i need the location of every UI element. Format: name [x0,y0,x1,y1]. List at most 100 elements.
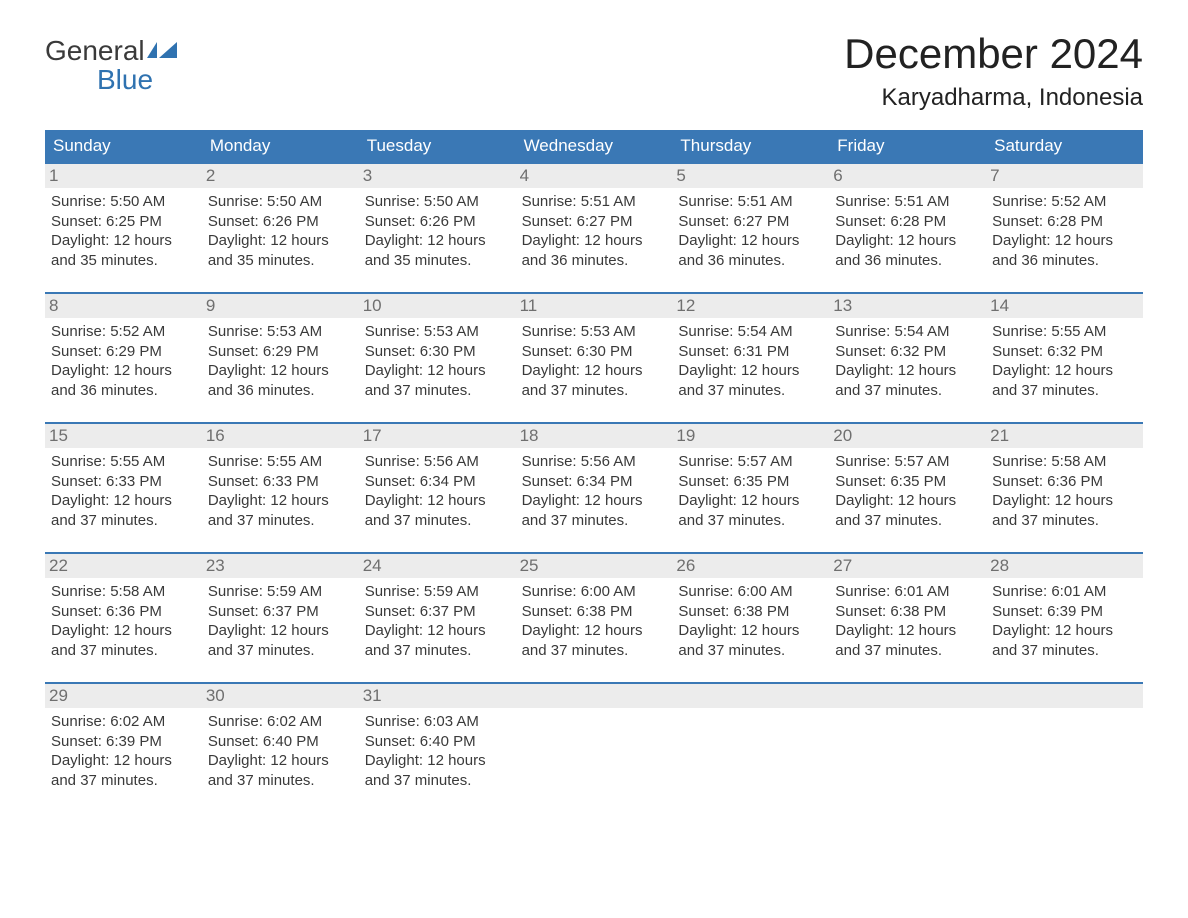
day-number: 30 [202,684,359,708]
sunset-line: Sunset: 6:31 PM [678,342,823,362]
daylight-line: Daylight: 12 hours and 37 minutes. [51,751,196,790]
sunrise-line: Sunrise: 5:58 AM [992,452,1137,472]
day-body: Sunrise: 5:53 AMSunset: 6:29 PMDaylight:… [208,322,353,400]
logo-flag-icon [145,36,181,65]
daylight-line: Daylight: 12 hours and 37 minutes. [835,491,980,530]
day-number: 16 [202,424,359,448]
day-cell: 26Sunrise: 6:00 AMSunset: 6:38 PMDayligh… [672,554,829,666]
sunrise-line: Sunrise: 5:59 AM [365,582,510,602]
day-number: 25 [516,554,673,578]
day-number: 12 [672,294,829,318]
day-cell: 21 Sunrise: 5:58 AMSunset: 6:36 PMDayligh… [986,424,1143,536]
day-body: Sunrise: 6:00 AMSunset: 6:38 PMDaylight:… [522,582,667,660]
sunset-line: Sunset: 6:39 PM [51,732,196,752]
day-body: Sunrise: 5:51 AMSunset: 6:28 PMDaylight:… [835,192,980,270]
day-number: 18 [516,424,673,448]
day-cell: 7Sunrise: 5:52 AMSunset: 6:28 PMDaylight… [986,164,1143,276]
sunrise-line: Sunrise: 6:02 AM [51,712,196,732]
daylight-line: Daylight: 12 hours and 37 minutes. [365,361,510,400]
sunset-line: Sunset: 6:40 PM [365,732,510,752]
day-cell: 16 Sunrise: 5:55 AMSunset: 6:33 PMDayligh… [202,424,359,536]
day-body: Sunrise: 5:51 AMSunset: 6:27 PMDaylight:… [522,192,667,270]
day-cell: 24Sunrise: 5:59 AMSunset: 6:37 PMDayligh… [359,554,516,666]
day-body: Sunrise: 5:59 AMSunset: 6:37 PMDaylight:… [208,582,353,660]
day-body: Sunrise: 5:55 AMSunset: 6:33 PMDaylight:… [208,452,353,530]
sunrise-line: Sunrise: 5:56 AM [365,452,510,472]
day-cell: 30Sunrise: 6:02 AMSunset: 6:40 PMDayligh… [202,684,359,796]
day-number [672,684,829,708]
day-body: Sunrise: 5:53 AMSunset: 6:30 PMDaylight:… [522,322,667,400]
sunset-line: Sunset: 6:26 PM [365,212,510,232]
sunset-line: Sunset: 6:28 PM [992,212,1137,232]
sunset-line: Sunset: 6:26 PM [208,212,353,232]
sunset-line: Sunset: 6:30 PM [365,342,510,362]
daylight-line: Daylight: 12 hours and 37 minutes. [992,491,1137,530]
day-cell: 20Sunrise: 5:57 AMSunset: 6:35 PMDayligh… [829,424,986,536]
week-row: 29Sunrise: 6:02 AMSunset: 6:39 PMDayligh… [45,682,1143,796]
day-body: Sunrise: 5:50 AMSunset: 6:26 PMDaylight:… [208,192,353,270]
calendar: SundayMondayTuesdayWednesdayThursdayFrid… [45,130,1143,796]
day-cell: 31Sunrise: 6:03 AMSunset: 6:40 PMDayligh… [359,684,516,796]
daylight-line: Daylight: 12 hours and 37 minutes. [522,361,667,400]
day-number: 21 [986,424,1143,448]
day-cell: 25 Sunrise: 6:00 AMSunset: 6:38 PMDayligh… [516,554,673,666]
day-number: 24 [359,554,516,578]
day-cell: 10Sunrise: 5:53 AMSunset: 6:30 PMDayligh… [359,294,516,406]
day-number: 5 [672,164,829,188]
day-body: Sunrise: 5:58 AMSunset: 6:36 PMDaylight:… [992,452,1137,530]
day-body: Sunrise: 5:50 AMSunset: 6:26 PMDaylight:… [365,192,510,270]
day-body: Sunrise: 5:52 AMSunset: 6:28 PMDaylight:… [992,192,1137,270]
day-body: Sunrise: 5:54 AMSunset: 6:32 PMDaylight:… [835,322,980,400]
dow-cell: Monday [202,130,359,162]
day-body: Sunrise: 5:57 AMSunset: 6:35 PMDaylight:… [678,452,823,530]
daylight-line: Daylight: 12 hours and 36 minutes. [51,361,196,400]
day-cell: 18Sunrise: 5:56 AMSunset: 6:34 PMDayligh… [516,424,673,536]
title-block: December 2024 Karyadharma, Indonesia [844,30,1143,112]
day-body: Sunrise: 5:55 AMSunset: 6:32 PMDaylight:… [992,322,1137,400]
day-cell [986,684,1143,796]
day-body: Sunrise: 5:56 AMSunset: 6:34 PMDaylight:… [365,452,510,530]
day-number: 17 [359,424,516,448]
day-body: Sunrise: 5:52 AMSunset: 6:29 PMDaylight:… [51,322,196,400]
day-cell: 17 Sunrise: 5:56 AMSunset: 6:34 PMDayligh… [359,424,516,536]
sunrise-line: Sunrise: 5:50 AM [51,192,196,212]
sunset-line: Sunset: 6:32 PM [992,342,1137,362]
sunrise-line: Sunrise: 5:54 AM [835,322,980,342]
daylight-line: Daylight: 12 hours and 37 minutes. [678,621,823,660]
day-cell: 14 Sunrise: 5:55 AMSunset: 6:32 PMDayligh… [986,294,1143,406]
sunrise-line: Sunrise: 5:58 AM [51,582,196,602]
day-cell: 15 Sunrise: 5:55 AMSunset: 6:33 PMDayligh… [45,424,202,536]
day-number: 15 [45,424,202,448]
sunrise-line: Sunrise: 5:55 AM [51,452,196,472]
sunset-line: Sunset: 6:35 PM [835,472,980,492]
sunrise-line: Sunrise: 5:50 AM [208,192,353,212]
day-number: 22 [45,554,202,578]
dow-cell: Thursday [672,130,829,162]
day-cell: 12Sunrise: 5:54 AMSunset: 6:31 PMDayligh… [672,294,829,406]
sunrise-line: Sunrise: 5:59 AM [208,582,353,602]
day-number: 9 [202,294,359,318]
sunrise-line: Sunrise: 5:52 AM [51,322,196,342]
day-number [986,684,1143,708]
week-row: 1Sunrise: 5:50 AMSunset: 6:25 PMDaylight… [45,162,1143,276]
sunrise-line: Sunrise: 5:52 AM [992,192,1137,212]
dow-cell: Sunday [45,130,202,162]
day-body: Sunrise: 6:00 AMSunset: 6:38 PMDaylight:… [678,582,823,660]
day-number: 14 [986,294,1143,318]
day-cell: 22Sunrise: 5:58 AMSunset: 6:36 PMDayligh… [45,554,202,666]
sunrise-line: Sunrise: 5:51 AM [522,192,667,212]
day-number: 28 [986,554,1143,578]
sunrise-line: Sunrise: 5:53 AM [365,322,510,342]
sunrise-line: Sunrise: 5:50 AM [365,192,510,212]
sunset-line: Sunset: 6:35 PM [678,472,823,492]
sunrise-line: Sunrise: 5:57 AM [678,452,823,472]
day-cell: 13Sunrise: 5:54 AMSunset: 6:32 PMDayligh… [829,294,986,406]
day-body: Sunrise: 5:55 AMSunset: 6:33 PMDaylight:… [51,452,196,530]
daylight-line: Daylight: 12 hours and 37 minutes. [208,621,353,660]
sunset-line: Sunset: 6:38 PM [678,602,823,622]
page-subtitle: Karyadharma, Indonesia [844,84,1143,112]
sunrise-line: Sunrise: 5:55 AM [992,322,1137,342]
weeks-container: 1Sunrise: 5:50 AMSunset: 6:25 PMDaylight… [45,162,1143,796]
day-number: 6 [829,164,986,188]
daylight-line: Daylight: 12 hours and 37 minutes. [208,751,353,790]
